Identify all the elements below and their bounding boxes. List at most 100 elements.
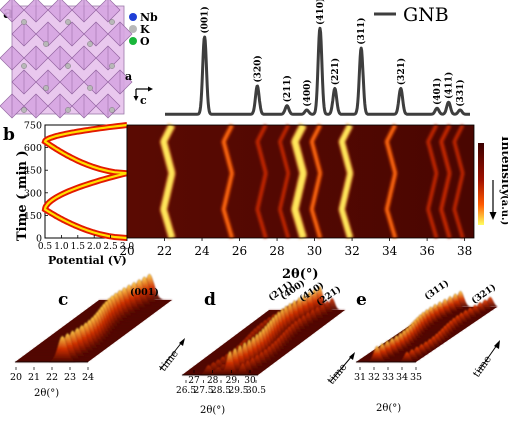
e-time-label: time xyxy=(471,353,494,379)
crystal-legend: Nb K O xyxy=(129,11,158,48)
legend-nb: Nb xyxy=(140,11,158,24)
surface-row xyxy=(185,347,262,373)
xrd-peak-label: (320) xyxy=(252,55,263,82)
time-axis-label: Time ( min ) xyxy=(15,150,30,241)
heatmap-peak-trace xyxy=(291,123,307,239)
xrd-peak-label: (400) xyxy=(302,79,313,106)
c-peak-001: (001) xyxy=(130,287,159,298)
two-theta-axis-label: 2θ(°) xyxy=(282,267,319,282)
k-atom xyxy=(65,107,71,113)
e-xlabel: 2θ(°) xyxy=(376,403,401,414)
d-time-arrow: time xyxy=(325,352,355,387)
surface-tick-label: 29 xyxy=(226,376,238,386)
xrd-peak-label: (331) xyxy=(455,79,466,106)
potential-tick-label: 1.0 xyxy=(54,242,69,252)
axis-c-label: c xyxy=(140,94,147,107)
colorbar-label: Intensity xyxy=(499,136,508,197)
surface-tick-label: 31 xyxy=(354,372,366,383)
k-atom-icon xyxy=(129,25,137,33)
heatmap-peak-trace xyxy=(160,123,175,239)
legend-k: K xyxy=(140,23,150,36)
crystal-structure xyxy=(0,0,133,119)
k-atom xyxy=(21,107,27,113)
k-atom xyxy=(87,85,93,91)
heatmap-peak-trace xyxy=(339,123,353,239)
k-atom xyxy=(109,63,115,69)
heatmap-peak-trace xyxy=(385,124,397,239)
surface-d: 26.527.528.529.530.527 28 29 30 2θ(°) (211)… xyxy=(176,278,355,416)
k-atom xyxy=(109,107,115,113)
o-atom-icon xyxy=(129,37,137,45)
surface-tick-label: 26.5 xyxy=(176,386,196,396)
surface-tick-label: 29.5 xyxy=(228,386,248,396)
k-atom xyxy=(43,41,49,47)
k-atom xyxy=(109,19,115,25)
colorbar-gradient xyxy=(478,143,484,225)
c-time-arrow: time xyxy=(157,338,185,374)
surface-tick-label: 20 xyxy=(10,372,22,383)
heatmap-peak-trace xyxy=(256,124,267,239)
time-tick-label: 300 xyxy=(24,188,42,199)
e-peak-311: (311) xyxy=(422,278,451,303)
xrd-peak-label: (311) xyxy=(356,17,367,44)
potential-tick-label: 1.5 xyxy=(71,242,86,252)
surface-tick-label: 28.5 xyxy=(211,386,231,396)
e-time-arrow: time xyxy=(471,340,500,380)
xrd-peak-label: (410) xyxy=(315,0,326,25)
d-xlabel: 2θ(°) xyxy=(200,405,225,416)
k-atom xyxy=(65,19,71,25)
potential-axis-label: Potential (V) xyxy=(48,254,127,267)
two-theta-tick-label: 30 xyxy=(307,244,322,258)
surface-tick-label: 27.5 xyxy=(193,386,213,396)
panel-label-e: e xyxy=(356,290,367,310)
xrd-pattern: (001) (320) (211) (400) (410) (221) (311) (321)… xyxy=(164,0,471,116)
k-atom xyxy=(43,85,49,91)
surface-tick-label: 30 xyxy=(244,376,256,386)
d-time-label: time xyxy=(325,361,349,387)
xrd-peak-label: (001) xyxy=(200,6,211,33)
surface-tick-label: 35 xyxy=(410,372,422,383)
surface-tick-label: 27 xyxy=(188,376,200,386)
xrd-peak-label: (401) xyxy=(432,78,443,105)
xrd-peak-label: (211) xyxy=(282,75,293,102)
potential-tick-label: 2.0 xyxy=(87,242,102,252)
time-tick-label: 0 xyxy=(36,234,42,245)
time-tick-label: 600 xyxy=(24,143,42,154)
surface-tick-label: 33 xyxy=(382,372,394,383)
time-tick-label: 450 xyxy=(24,166,42,177)
potential-tick-label: 3.0 xyxy=(120,242,135,252)
heatmap-peak-trace xyxy=(427,124,438,239)
two-theta-tick-label: 36 xyxy=(419,244,434,258)
heatmap-peak-trace xyxy=(279,124,290,239)
k-atom xyxy=(65,63,71,69)
voltage-profile: 0 150 300 450 600 750 0.5 1.0 1.5 2.0 2.5 3.0 Time… xyxy=(15,121,134,268)
nb-atom-icon xyxy=(129,13,137,21)
colorbar-unit: (a.u.) xyxy=(499,195,508,225)
xrd-peak-label: (221) xyxy=(330,58,341,85)
surface-e: 31 32 33 34 35 2θ(°) (311) (321) time xyxy=(354,278,500,414)
two-theta-tick-label: 34 xyxy=(382,244,398,258)
operando-heatmap: 20 22 24 26 28 30 32 34 36 38 2θ(°) xyxy=(119,123,475,282)
surface-c: 20 21 22 23 24 2θ(°) (001) time xyxy=(10,273,185,399)
axis-a-label: a xyxy=(125,70,132,83)
heatmap-peak-trace xyxy=(440,124,451,239)
colorbar-arrow-icon xyxy=(489,212,497,220)
two-theta-tick-label: 20 xyxy=(119,244,134,258)
surface-row xyxy=(359,343,421,360)
panel-label-c: c xyxy=(58,290,68,310)
surface-tick-label: 34 xyxy=(396,372,408,383)
surface-tick-label: 24 xyxy=(82,372,94,383)
c-time-label: time xyxy=(157,348,181,374)
k-atom xyxy=(21,63,27,69)
surface-tick-label: 28 xyxy=(207,376,219,386)
xrd-line xyxy=(164,26,471,116)
k-atom xyxy=(87,41,93,47)
two-theta-tick-label: 38 xyxy=(457,244,472,258)
surface-tick-label: 32 xyxy=(368,372,380,383)
surface-tick-label: 23 xyxy=(64,372,76,383)
legend-o: O xyxy=(140,35,150,48)
c-xlabel: 2θ(°) xyxy=(34,388,59,399)
gnb-legend-label: GNB xyxy=(403,4,449,26)
surface-tick-label: 22 xyxy=(46,372,58,383)
